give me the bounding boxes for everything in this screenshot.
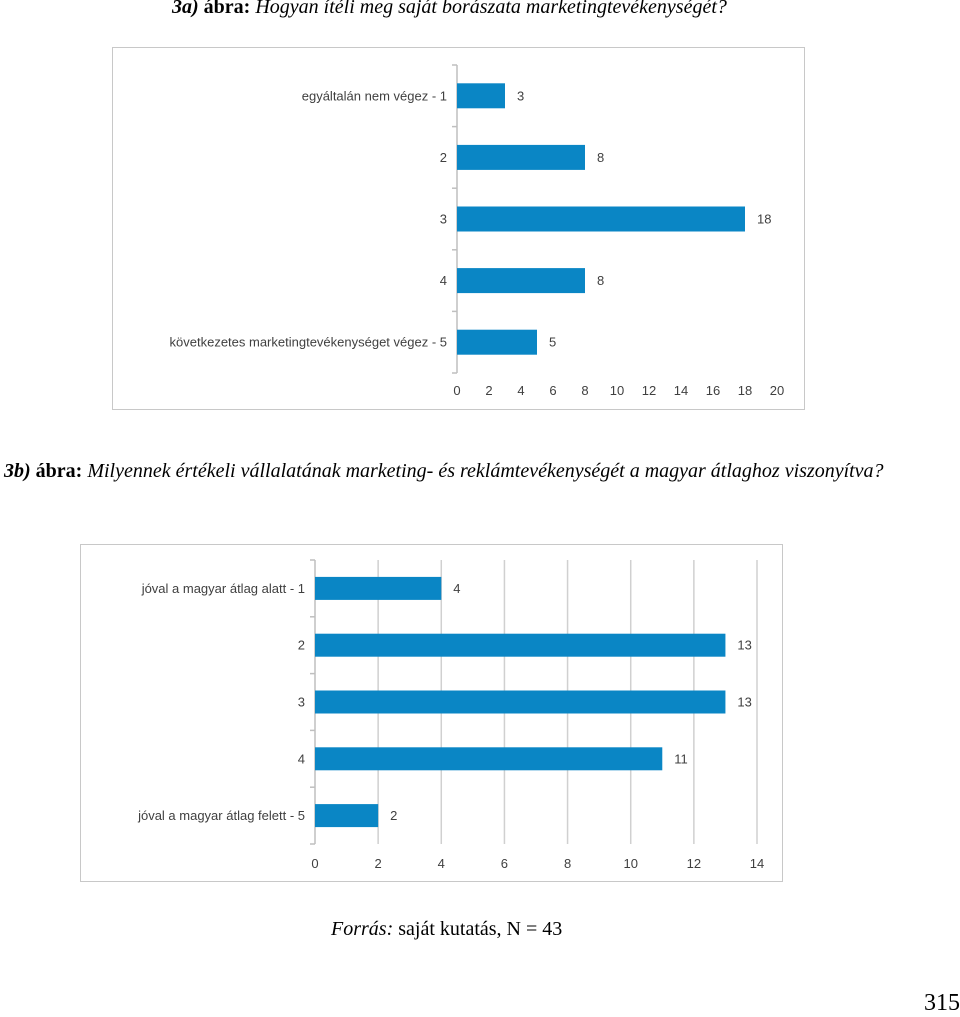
bar	[315, 747, 663, 771]
x-tick-label: 14	[674, 383, 688, 398]
category-label: 2	[298, 638, 305, 653]
source-label: Forrás:	[331, 918, 394, 940]
bar	[315, 690, 726, 714]
chart-b-frame: jóval a magyar átlag alatt - 1 4 2 13 3 13 4 11…	[80, 544, 783, 882]
data-label: 11	[674, 751, 688, 766]
data-label: 2	[390, 808, 397, 823]
x-tick-label: 6	[501, 856, 508, 871]
data-label: 13	[737, 638, 751, 653]
category-label: jóval a magyar átlag felett - 5	[137, 808, 305, 823]
x-tick-label: 14	[750, 856, 764, 871]
chart-a-frame: egyáltalán nem végez - 1 3 2 8 3 18 4 8 következ…	[112, 47, 805, 410]
x-tick-label: 20	[770, 383, 784, 398]
x-tick-label: 18	[738, 383, 752, 398]
x-tick-label: 0	[311, 856, 318, 871]
x-tick-label: 10	[610, 383, 624, 398]
chart-a-svg: egyáltalán nem végez - 1 3 2 8 3 18 4 8 következ…	[170, 64, 784, 398]
bar	[315, 633, 726, 657]
figure-label: 3b) ábra:	[4, 460, 82, 482]
bar	[315, 804, 379, 828]
figure-label: 3a) ábra:	[172, 0, 250, 18]
figure-question: Milyennek értékeli vállalatának marketin…	[87, 460, 884, 482]
figure-word: ábra:	[35, 460, 83, 482]
x-tick-label: 6	[549, 383, 556, 398]
category-label: 2	[440, 150, 447, 165]
data-label: 8	[597, 150, 604, 165]
figure-caption-3a: 3a) ábra: Hogyan ítéli meg saját borásza…	[172, 0, 727, 19]
bar	[457, 83, 505, 109]
category-label: következetes marketingtevékenységet vége…	[170, 335, 447, 350]
x-tick-label: 8	[581, 383, 588, 398]
x-tick-label: 2	[375, 856, 382, 871]
bar	[457, 144, 585, 170]
data-label: 5	[549, 335, 556, 350]
data-label: 8	[597, 273, 604, 288]
figure-caption-3b: 3b) ábra: Milyennek értékeli vállalatána…	[4, 460, 884, 483]
x-tick-label: 12	[687, 856, 701, 871]
bar	[457, 329, 537, 355]
data-label: 13	[737, 695, 751, 710]
x-tick-label: 16	[706, 383, 720, 398]
category-label: 3	[440, 212, 447, 227]
x-tick-label: 12	[642, 383, 656, 398]
category-label: egyáltalán nem végez - 1	[302, 88, 447, 103]
figure-question: Hogyan ítéli meg saját borászata marketi…	[255, 0, 727, 18]
figure-number: 3b)	[4, 460, 31, 482]
chart-b-svg: jóval a magyar átlag alatt - 1 4 2 13 3 13 4 11…	[137, 559, 764, 871]
x-tick-label: 8	[564, 856, 571, 871]
x-tick-label: 4	[517, 383, 524, 398]
x-tick-label: 10	[623, 856, 637, 871]
data-label: 18	[757, 212, 771, 227]
bar	[457, 268, 585, 294]
x-tick-label: 4	[438, 856, 445, 871]
x-tick-label: 0	[453, 383, 460, 398]
source-text: saját kutatás, N = 43	[398, 918, 563, 940]
source-note: Forrás: saját kutatás, N = 43	[331, 918, 562, 941]
data-label: 3	[517, 88, 524, 103]
bar	[457, 206, 745, 232]
category-label: 4	[440, 273, 447, 288]
x-tick-label: 2	[485, 383, 492, 398]
category-label: 4	[298, 751, 305, 766]
figure-word: ábra:	[203, 0, 251, 18]
category-label: 3	[298, 695, 305, 710]
bar	[315, 576, 442, 600]
category-label: jóval a magyar átlag alatt - 1	[141, 581, 305, 596]
figure-number: 3a)	[172, 0, 199, 18]
page-number: 315	[924, 990, 960, 1016]
data-label: 4	[453, 581, 460, 596]
